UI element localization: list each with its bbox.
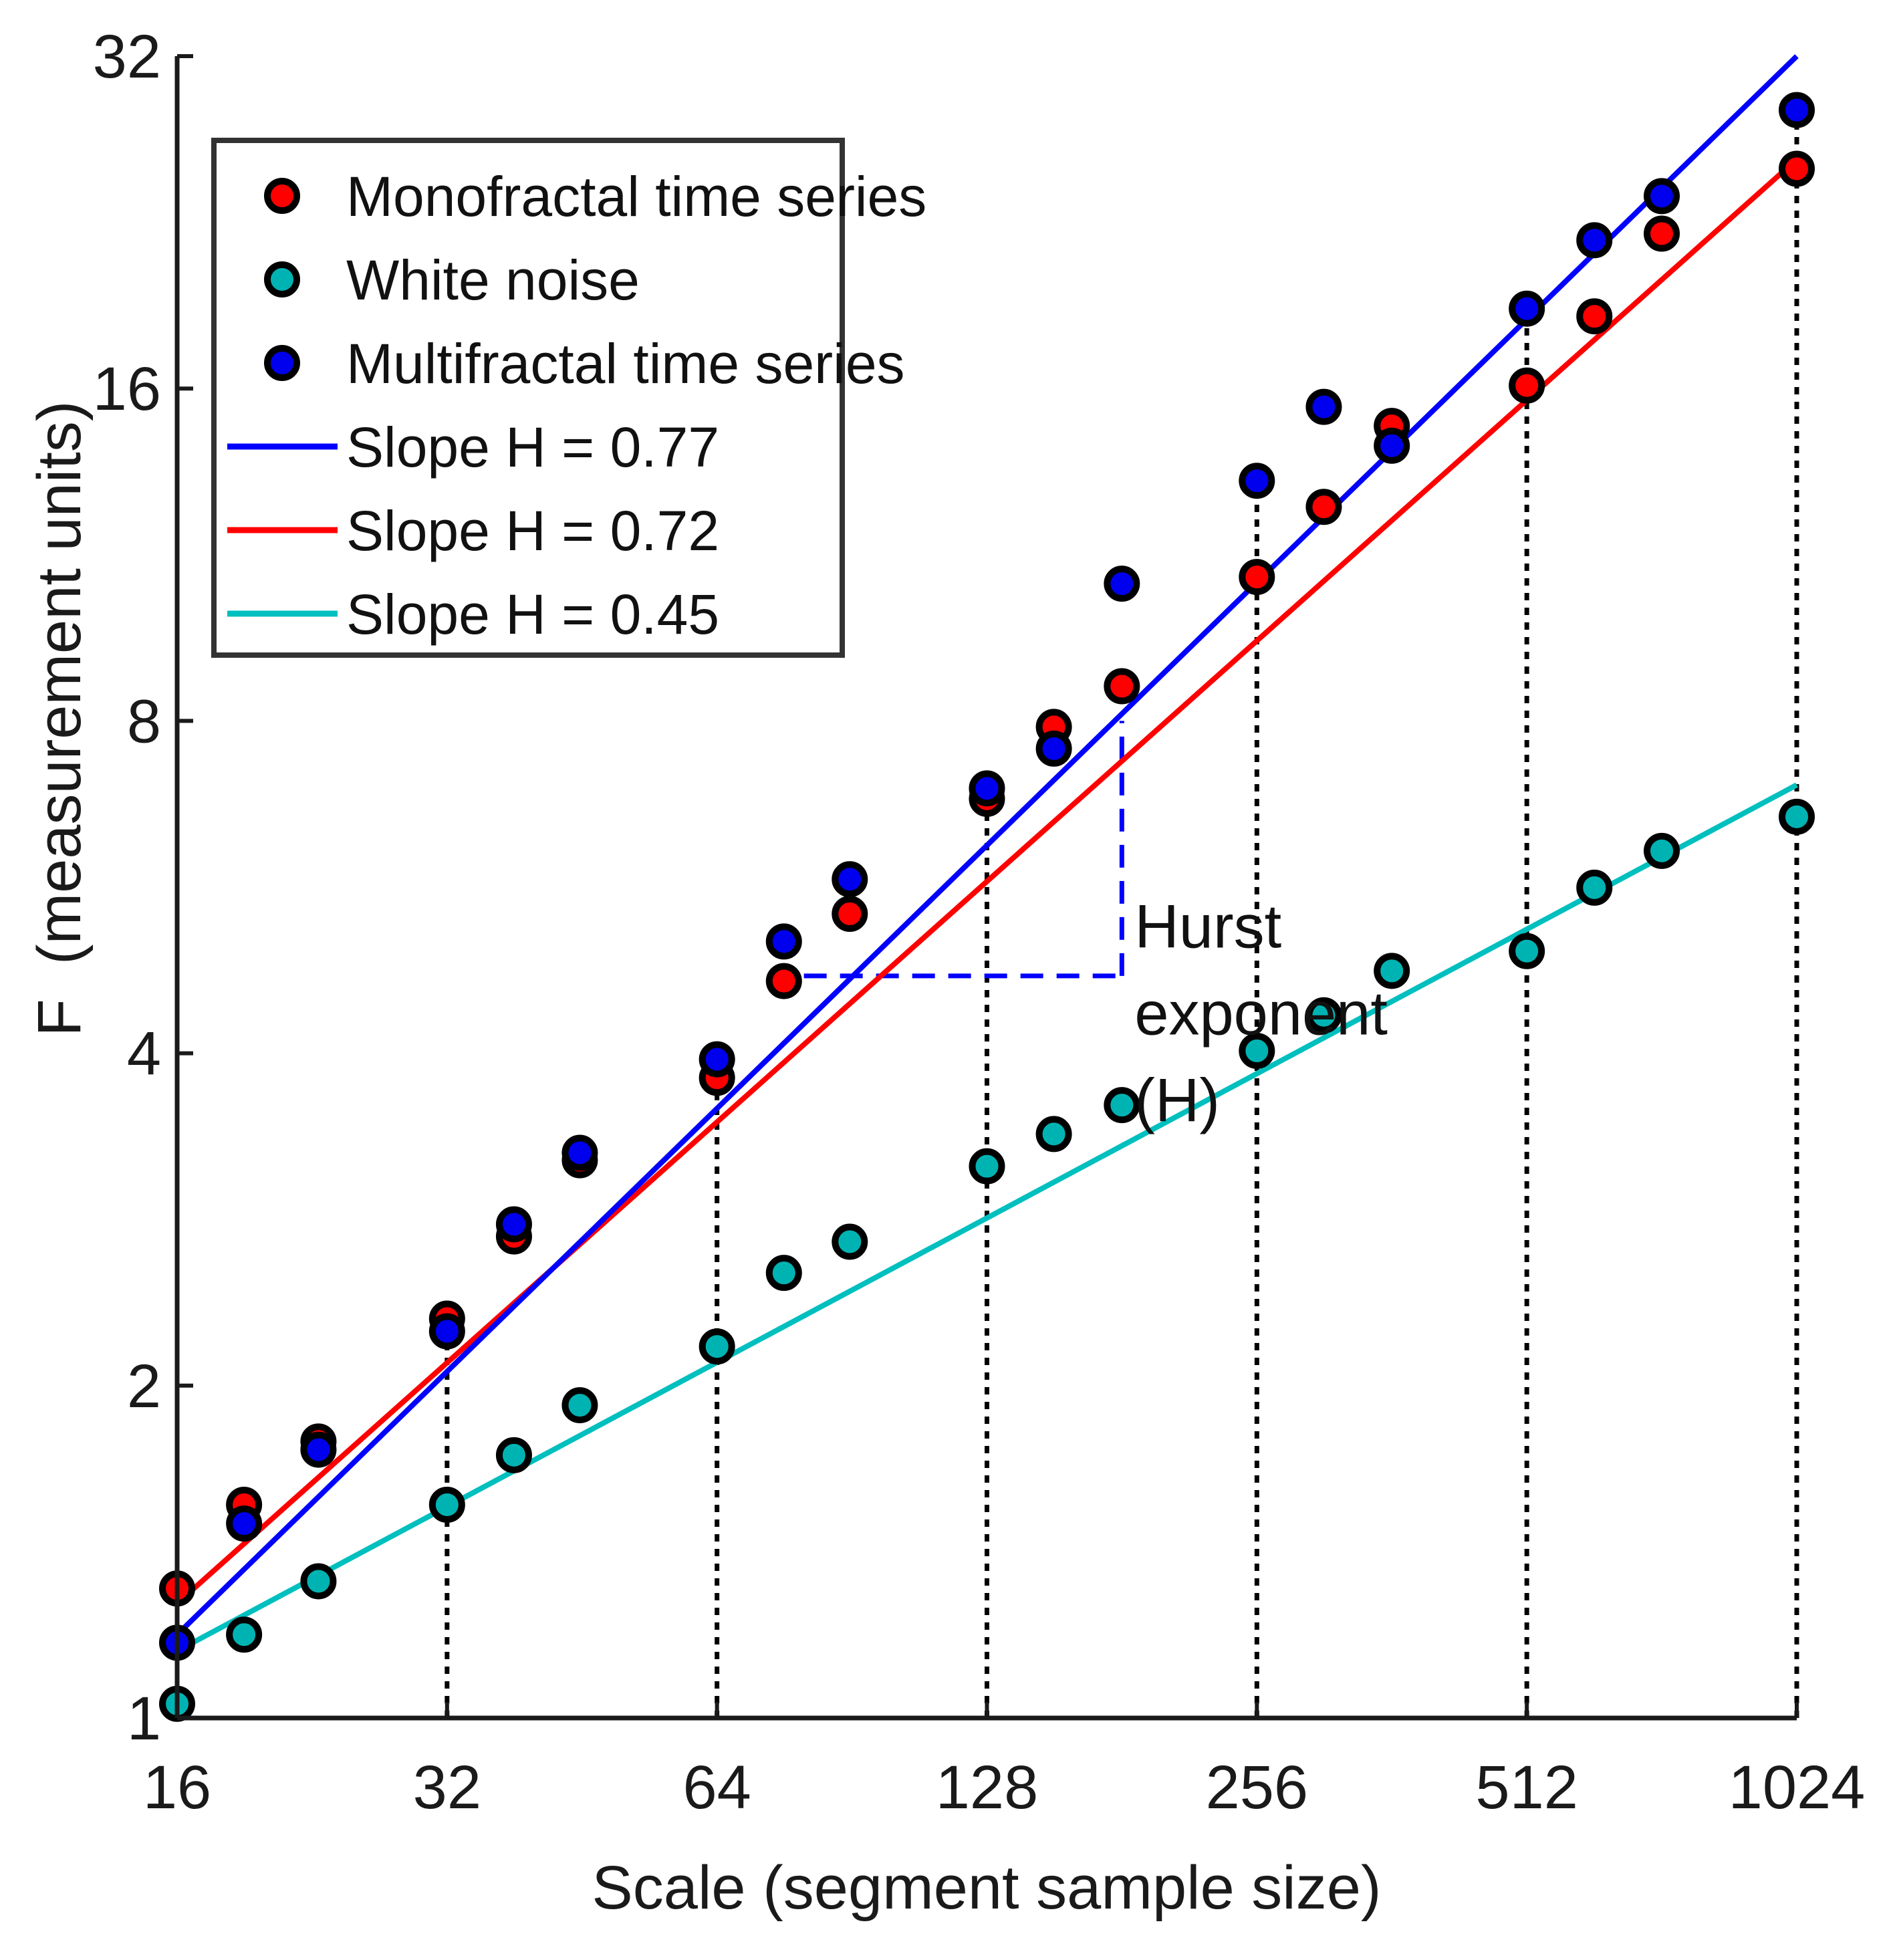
monofractal-time-series-point <box>1779 150 1815 187</box>
multifractal-time-series-point <box>1576 222 1613 259</box>
multifractal-time-series-point <box>561 1134 598 1171</box>
y-tick-label: 8 <box>127 687 161 755</box>
white-noise-point <box>832 1223 868 1260</box>
white-noise-point <box>226 1616 263 1653</box>
legend-label: Monofractal time series <box>346 165 926 228</box>
legend-label: Multifractal time series <box>346 332 905 395</box>
multifractal-time-series-point <box>765 923 802 960</box>
slope-triangle <box>803 721 1124 979</box>
legend-label: Slope H = 0.77 <box>346 416 719 479</box>
annotation-line: exponent <box>1134 979 1388 1048</box>
white-noise-point <box>300 1563 337 1600</box>
legend-marker-white-noise <box>264 261 300 297</box>
legend-label: White noise <box>346 249 640 312</box>
reference-lines <box>445 110 1799 1718</box>
multifractal-time-series-point <box>1305 388 1342 425</box>
y-tick-label: 32 <box>93 23 161 91</box>
white-noise-point <box>1576 869 1613 906</box>
legend-box <box>211 138 845 658</box>
white-noise-point <box>1509 933 1545 969</box>
x-axis-ticks: 16 32 64 128 256 512 1024 <box>143 1702 1866 1822</box>
monofractal-time-series-point <box>765 963 802 999</box>
multifractal-time-series-point <box>226 1505 263 1542</box>
monofractal-time-series-point <box>1576 298 1613 335</box>
white-noise-point <box>1239 1033 1275 1070</box>
multifractal-time-series-point <box>1035 730 1072 767</box>
multifractal-time-series-point <box>1239 463 1275 499</box>
white-noise-point <box>699 1328 735 1365</box>
hurst-annotation: Hurst exponent (H) <box>1134 892 1388 1134</box>
multifractal-time-series-point <box>1779 92 1815 128</box>
multifractal-time-series-point <box>1644 178 1680 215</box>
multifractal-time-series-point <box>832 861 868 898</box>
white-noise-point <box>1305 997 1342 1033</box>
annotation-line: (H) <box>1134 1066 1220 1134</box>
white-noise-point <box>428 1487 465 1523</box>
y-tick-label: 16 <box>93 355 161 423</box>
monofractal-time-series-point <box>1644 215 1680 252</box>
legend-marker-monofractal-time-series <box>264 178 300 214</box>
x-tick-label: 512 <box>1475 1753 1578 1822</box>
x-tick-label: 1024 <box>1729 1753 1866 1822</box>
y-tick-label: 1 <box>127 1685 161 1753</box>
x-tick-label: 16 <box>143 1753 211 1822</box>
monofractal-time-series-point <box>1239 559 1275 596</box>
y-tick-label: 2 <box>127 1352 161 1421</box>
annotation-line: Hurst <box>1134 892 1281 961</box>
multifractal-time-series-point <box>1509 290 1545 327</box>
x-tick-label: 128 <box>936 1753 1039 1822</box>
monofractal-time-series-point <box>832 896 868 933</box>
legend-label: Slope H = 0.72 <box>346 499 719 562</box>
multifractal-time-series-point <box>495 1206 532 1243</box>
white-noise-point <box>969 1148 1005 1185</box>
data-points <box>159 92 1815 1722</box>
white-noise-point <box>1779 798 1815 835</box>
monofractal-time-series-point <box>1509 367 1545 404</box>
multifractal-time-series-point <box>699 1041 735 1078</box>
multifractal-time-series-point <box>1104 566 1140 602</box>
multifractal-time-series-point <box>1374 427 1410 464</box>
x-axis-title: Scale (segment sample size) <box>592 1854 1381 1922</box>
white-noise-point <box>1374 953 1410 989</box>
monofractal-time-series-point <box>1305 489 1342 525</box>
x-tick-label: 32 <box>413 1753 481 1822</box>
monofractal-time-series-point <box>1104 668 1140 705</box>
y-axis-title: F (measurement units) <box>25 401 94 1037</box>
white-noise-point <box>1644 832 1680 869</box>
y-axis-ticks: 1 2 4 8 16 32 <box>93 23 193 1753</box>
x-tick-label: 64 <box>682 1753 751 1822</box>
white-noise-point <box>495 1437 532 1473</box>
y-tick-label: 4 <box>127 1020 161 1088</box>
multifractal-time-series-point <box>428 1313 465 1350</box>
legend: Monofractal time series White noise Multif… <box>211 138 926 658</box>
white-noise-point <box>1035 1116 1072 1152</box>
legend-marker-multifractal-time-series <box>264 345 300 381</box>
legend-label: Slope H = 0.45 <box>346 583 719 646</box>
multifractal-time-series-point <box>300 1431 337 1468</box>
white-noise-point <box>1104 1087 1140 1124</box>
white-noise-point <box>561 1387 598 1424</box>
white-noise-point <box>765 1255 802 1292</box>
x-tick-label: 256 <box>1206 1753 1309 1822</box>
multifractal-time-series-point <box>969 770 1005 807</box>
